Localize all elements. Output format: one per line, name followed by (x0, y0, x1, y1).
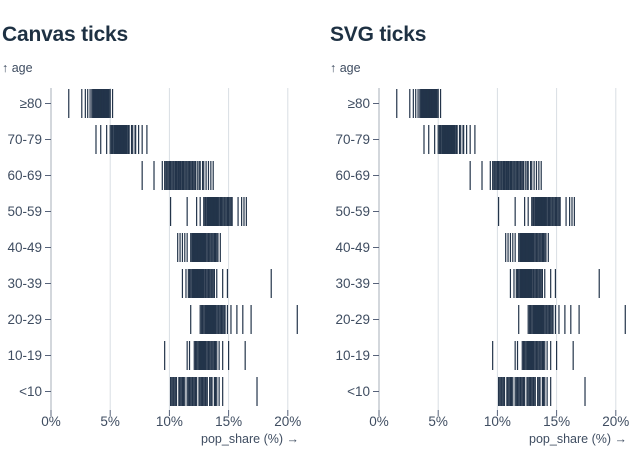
y-axis-tick-label: 20-29 (335, 311, 370, 327)
x-axis-tick-label: 15% (543, 414, 571, 429)
y-axis-title: ↑ age (330, 61, 361, 75)
x-axis-tick-label: 10% (155, 414, 183, 429)
y-axis-tick-label: ≥80 (19, 95, 42, 111)
y-axis-tick-label: 70-79 (7, 131, 42, 147)
plot-area-svg (328, 86, 640, 420)
y-axis-tick-label: 40-49 (7, 239, 42, 255)
y-axis-title: ↑ age (2, 61, 33, 75)
y-axis-tick-label: 50-59 (335, 203, 370, 219)
x-axis-tick-label: 0% (41, 414, 61, 429)
chart-title-svg: SVG ticks (330, 23, 427, 46)
chart-canvas-ticks: Canvas ticks ↑ age pop_share (%) → ≥80 70… (0, 0, 312, 466)
x-axis-title: pop_share (%) → (529, 432, 627, 446)
y-axis-tick-label: 30-39 (7, 275, 42, 291)
x-axis-tick-label: 5% (428, 414, 448, 429)
x-axis-tick-label: 5% (100, 414, 120, 429)
y-axis-tick-label: 10-19 (335, 347, 370, 363)
y-axis-tick-label: <10 (19, 383, 42, 399)
y-axis-tick-label: 20-29 (7, 311, 42, 327)
x-axis-tick-label: 0% (369, 414, 389, 429)
chart-title-canvas: Canvas ticks (2, 23, 129, 46)
x-axis-tick-label: 20% (274, 414, 302, 429)
y-axis-tick-label: 60-69 (7, 167, 42, 183)
svg-tick-marks (373, 88, 626, 416)
y-axis-tick-label: 30-39 (335, 275, 370, 291)
y-axis-tick-label: 70-79 (335, 131, 370, 147)
y-axis-tick-label: 50-59 (7, 203, 42, 219)
y-axis-tick-label: <10 (347, 383, 370, 399)
y-axis-tick-label: 40-49 (335, 239, 370, 255)
plot-area-canvas (0, 86, 312, 420)
chart-svg-ticks: SVG ticks ↑ age pop_share (%) → ≥80 70-79… (328, 0, 640, 466)
canvas-tick-marks (0, 86, 312, 420)
y-axis-tick-label: ≥80 (347, 95, 370, 111)
y-axis-tick-label: 10-19 (7, 347, 42, 363)
y-axis-tick-label: 60-69 (335, 167, 370, 183)
x-axis-title: pop_share (%) → (201, 432, 299, 446)
x-axis-tick-label: 15% (215, 414, 243, 429)
x-axis-tick-label: 10% (483, 414, 511, 429)
x-axis-tick-label: 20% (602, 414, 630, 429)
